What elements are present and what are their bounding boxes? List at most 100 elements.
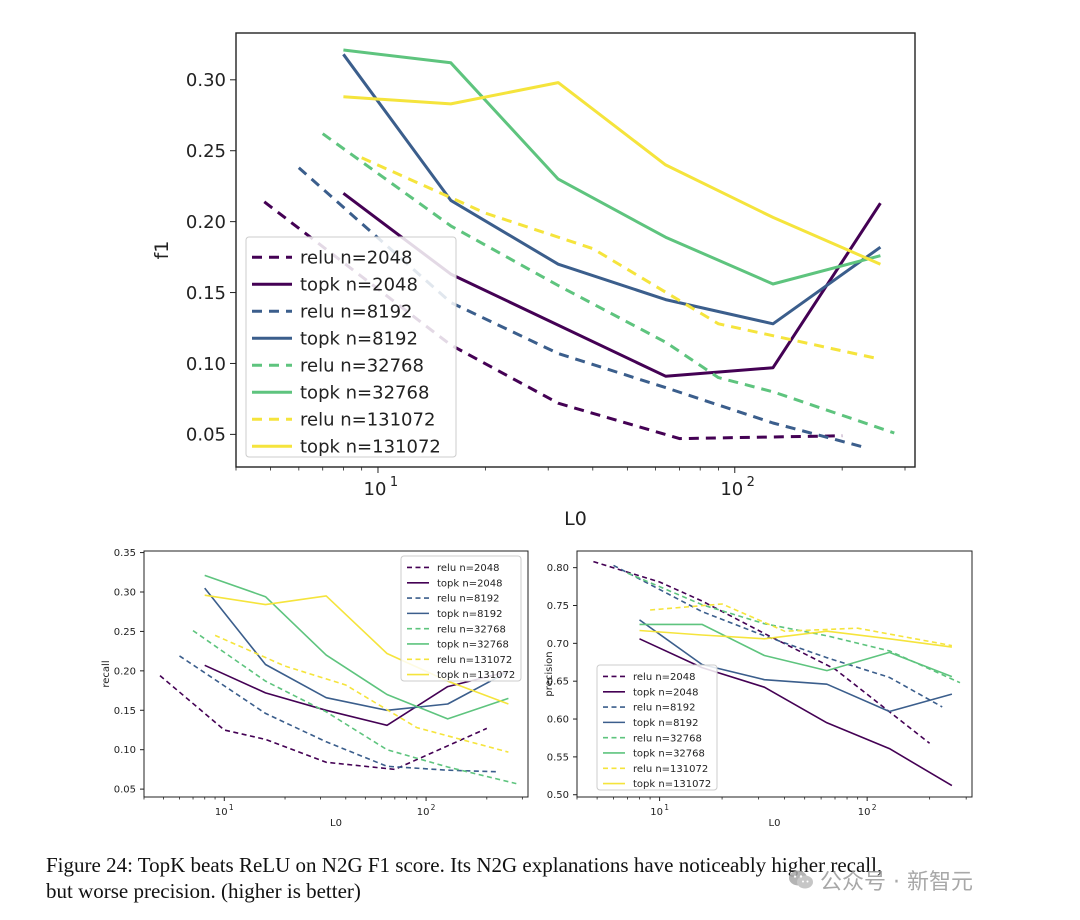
x-tick-exponent: 2 bbox=[747, 475, 755, 490]
legend-label: topk n=131072 bbox=[633, 779, 711, 790]
y-tick-label: 0.15 bbox=[186, 283, 226, 304]
y-tick-label: 0.10 bbox=[114, 745, 136, 756]
y-tick-label: 0.15 bbox=[114, 706, 136, 717]
plot-frame bbox=[143, 550, 529, 798]
series-lines bbox=[593, 560, 961, 787]
legend-box bbox=[596, 664, 718, 791]
legend-label: relu n=131072 bbox=[300, 410, 435, 431]
caption-line-1: Figure 24: TopK beats ReLU on N2G F1 sco… bbox=[46, 853, 883, 877]
x-tick-exponent: 2 bbox=[431, 803, 436, 812]
x-tick-label: 10 bbox=[650, 807, 663, 818]
legend-label: relu n=131072 bbox=[437, 655, 512, 666]
legend-box bbox=[400, 555, 522, 682]
legend-label: topk n=8192 bbox=[437, 609, 503, 620]
series-line-relu-n-131072 bbox=[214, 634, 509, 753]
x-tick-exponent: 1 bbox=[390, 475, 398, 490]
y-tick-label: 0.30 bbox=[114, 588, 136, 599]
legend-label: topk n=131072 bbox=[437, 670, 515, 681]
series-line-relu-n-131072 bbox=[361, 156, 881, 361]
legend-label: topk n=2048 bbox=[633, 687, 699, 698]
plot-frame bbox=[576, 550, 973, 798]
y-tick-label: 0.05 bbox=[114, 785, 136, 796]
plot-frame bbox=[235, 32, 916, 468]
y-axis-label: recall bbox=[101, 660, 112, 687]
x-tick-label: 10 bbox=[364, 479, 387, 500]
x-tick-label: 10 bbox=[417, 807, 430, 818]
y-tick-label: 0.10 bbox=[186, 354, 226, 375]
legend-label: topk n=32768 bbox=[300, 383, 429, 404]
legend-label: relu n=8192 bbox=[300, 302, 413, 323]
y-tick-label: 0.20 bbox=[186, 212, 226, 233]
y-tick-label: 0.05 bbox=[186, 425, 226, 446]
x-tick-exponent: 1 bbox=[229, 803, 234, 812]
legend: relu n=2048 topk n=2048 relu n=8192 topk n=… bbox=[245, 236, 457, 458]
y-tick-label: 0.30 bbox=[186, 70, 226, 91]
x-tick-exponent: 1 bbox=[664, 803, 669, 812]
legend: relu n=2048 topk n=2048 relu n=8192 topk n=… bbox=[400, 555, 522, 682]
legend-label: relu n=2048 bbox=[633, 672, 696, 683]
series-line-topk-n-2048 bbox=[639, 638, 953, 787]
y-tick-label: 0.35 bbox=[114, 548, 136, 559]
y-tick-label: 0.65 bbox=[547, 677, 569, 688]
legend-label: topk n=8192 bbox=[300, 329, 418, 350]
series-line-topk-n-32768 bbox=[343, 48, 881, 286]
series-line-relu-n-32768 bbox=[321, 132, 895, 435]
series-lines bbox=[159, 574, 517, 785]
legend-label: relu n=32768 bbox=[437, 624, 506, 635]
legend-label: topk n=2048 bbox=[437, 578, 503, 589]
x-axis-label: L0 bbox=[769, 818, 781, 829]
series-lines bbox=[263, 48, 895, 449]
series-line-relu-n-8192 bbox=[297, 166, 865, 449]
y-tick-label: 0.80 bbox=[547, 563, 569, 574]
series-line-topk-n-32768 bbox=[639, 623, 953, 678]
legend-label: relu n=32768 bbox=[633, 733, 702, 744]
legend-label: relu n=8192 bbox=[633, 703, 696, 714]
series-line-relu-n-8192 bbox=[179, 655, 500, 773]
legend-box bbox=[245, 236, 457, 458]
y-tick-label: 0.70 bbox=[547, 639, 569, 650]
y-tick-label: 0.50 bbox=[547, 790, 569, 801]
caption-line-2: but worse precision. (higher is better) bbox=[46, 879, 361, 903]
legend-label: relu n=2048 bbox=[437, 563, 500, 574]
series-line-relu-n-2048 bbox=[159, 674, 488, 771]
series-line-topk-n-8192 bbox=[204, 587, 509, 712]
x-tick-label: 10 bbox=[720, 479, 743, 500]
x-tick-label: 10 bbox=[215, 807, 228, 818]
legend-label: relu n=2048 bbox=[300, 248, 413, 269]
x-tick-exponent: 2 bbox=[872, 803, 877, 812]
series-line-topk-n-8192 bbox=[342, 53, 882, 326]
legend-label: relu n=131072 bbox=[633, 764, 708, 775]
series-line-topk-n-32768 bbox=[204, 574, 509, 720]
watermark: 公众号 · 新智元 bbox=[788, 864, 973, 896]
watermark-text: 公众号 · 新智元 bbox=[820, 870, 973, 895]
x-axis-label: L0 bbox=[564, 508, 587, 530]
y-axis-label: f1 bbox=[151, 241, 173, 260]
series-line-topk-n-8192 bbox=[639, 619, 953, 713]
wechat-icon bbox=[789, 870, 813, 889]
legend: relu n=2048 topk n=2048 relu n=8192 topk n=… bbox=[596, 664, 718, 791]
series-line-relu-n-2048 bbox=[593, 560, 931, 744]
series-line-relu-n-8192 bbox=[613, 564, 943, 708]
legend-label: topk n=32768 bbox=[437, 640, 509, 651]
y-axis-label: precision bbox=[544, 651, 555, 696]
series-line-topk-n-131072 bbox=[639, 629, 953, 648]
y-tick-label: 0.55 bbox=[547, 752, 569, 763]
legend-label: topk n=8192 bbox=[633, 718, 699, 729]
legend-label: relu n=8192 bbox=[437, 594, 500, 605]
legend-label: relu n=32768 bbox=[300, 356, 424, 377]
legend-label: topk n=32768 bbox=[633, 749, 705, 760]
legend-label: topk n=131072 bbox=[300, 437, 441, 458]
legend-label: topk n=2048 bbox=[300, 275, 418, 296]
series-line-relu-n-131072 bbox=[650, 603, 953, 647]
x-axis-label: L0 bbox=[330, 818, 342, 829]
figure-caption: Figure 24: TopK beats ReLU on N2G F1 sco… bbox=[46, 852, 1046, 904]
y-tick-label: 0.60 bbox=[547, 715, 569, 726]
y-tick-label: 0.20 bbox=[114, 666, 136, 677]
x-tick-label: 10 bbox=[858, 807, 871, 818]
series-line-topk-n-131072 bbox=[343, 81, 881, 266]
y-tick-label: 0.25 bbox=[186, 141, 226, 162]
y-tick-label: 0.25 bbox=[114, 627, 136, 638]
